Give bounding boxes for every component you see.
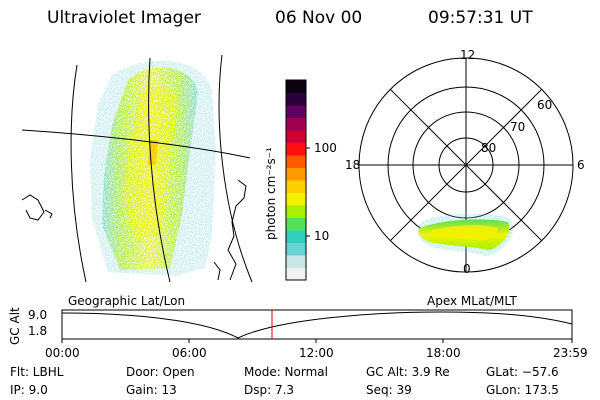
gc-alt-info: GC Alt: 3.9 Re bbox=[366, 365, 450, 379]
altitude-y-tick-low: 1.8 bbox=[28, 324, 48, 338]
x-tick-0000: 00:00 bbox=[45, 346, 80, 360]
colorbar-tick-100: 100 bbox=[314, 141, 337, 155]
colorbar-band bbox=[286, 180, 306, 193]
colorbar-unit-label: photon cm⁻²s⁻¹ bbox=[264, 147, 278, 240]
altitude-y-label: GC Alt bbox=[8, 307, 22, 345]
time-label: 09:57:31 UT bbox=[428, 8, 533, 28]
dsp-info: Dsp: 7.3 bbox=[244, 383, 295, 397]
colorbar-band bbox=[286, 167, 306, 181]
mlt-label-18: 18 bbox=[345, 158, 361, 172]
colorbar-band bbox=[286, 217, 306, 231]
altitude-y-tick-high: 9.0 bbox=[28, 308, 48, 322]
instrument-title: Ultraviolet Imager bbox=[47, 8, 201, 28]
colorbar-band bbox=[286, 230, 306, 243]
ip-info: IP: 9.0 bbox=[10, 383, 48, 397]
lat-label-60: 60 bbox=[537, 98, 553, 112]
lat-label-80: 80 bbox=[481, 141, 497, 155]
colorbar-band bbox=[286, 80, 306, 93]
colorbar-band bbox=[286, 92, 306, 106]
x-tick-1800: 18:00 bbox=[426, 346, 461, 360]
colorbar-band bbox=[286, 142, 306, 156]
colorbar-band bbox=[286, 155, 306, 168]
mlt-label-12: 12 bbox=[460, 48, 476, 62]
colorbar-band bbox=[286, 130, 306, 143]
colorbar-band bbox=[286, 205, 306, 218]
glon-info: GLon: 173.5 bbox=[486, 383, 559, 397]
altitude-plot bbox=[61, 309, 573, 343]
geographic-caption: Geographic Lat/Lon bbox=[68, 294, 186, 308]
x-tick-0600: 06:00 bbox=[172, 346, 207, 360]
date-label: 06 Nov 00 bbox=[275, 8, 363, 28]
color-scale-bar bbox=[286, 80, 306, 281]
x-tick-2359: 23:59 bbox=[553, 346, 588, 360]
colorbar-band bbox=[286, 105, 306, 118]
colorbar-tick-10: 10 bbox=[314, 229, 330, 243]
mlt-label-6: 6 bbox=[577, 158, 585, 172]
colorbar-band bbox=[286, 242, 306, 256]
polar-plot bbox=[358, 57, 574, 273]
glat-info: GLat: −57.6 bbox=[486, 365, 559, 379]
mode-info: Mode: Normal bbox=[244, 365, 328, 379]
x-tick-1200: 12:00 bbox=[299, 346, 334, 360]
seq-info: Seq: 39 bbox=[366, 383, 412, 397]
geographic-image bbox=[21, 54, 253, 283]
colorbar-band bbox=[286, 267, 306, 281]
door-info: Door: Open bbox=[126, 365, 195, 379]
filter-info: Flt: LBHL bbox=[10, 365, 64, 379]
gain-info: Gain: 13 bbox=[126, 383, 177, 397]
lat-label-70: 70 bbox=[510, 120, 526, 134]
colorbar-band bbox=[286, 192, 306, 206]
colorbar-band bbox=[286, 117, 306, 131]
mlt-label-0: 0 bbox=[463, 262, 471, 276]
colorbar-band bbox=[286, 255, 306, 268]
polar-caption: Apex MLat/MLT bbox=[427, 294, 517, 308]
